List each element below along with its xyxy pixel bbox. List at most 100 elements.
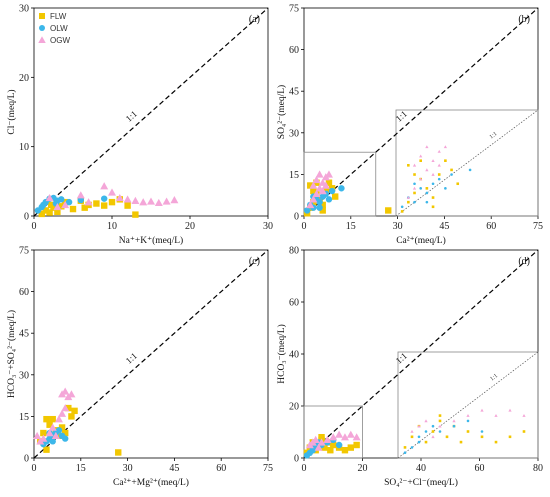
data-point-olw [58, 196, 65, 203]
inset-point-flw [466, 430, 470, 433]
data-point-flw [385, 207, 392, 214]
data-point-ogw [314, 443, 323, 451]
data-point-ogw [312, 175, 321, 184]
data-point-flw [46, 209, 53, 216]
inset-point-ogw [419, 177, 423, 181]
data-point-olw [101, 195, 108, 202]
x-tick-label: 80 [533, 463, 543, 474]
x-tick-label: 20 [185, 221, 195, 232]
panel-label: (a) [249, 14, 260, 25]
data-point-ogw [115, 193, 124, 202]
one-to-one-line [33, 249, 269, 459]
inset-point-olw [468, 168, 472, 172]
one-to-one-label: 1:1 [394, 351, 409, 366]
data-point-flw [47, 201, 55, 209]
inset-point-ogw [431, 159, 435, 162]
data-point-flw [54, 208, 61, 216]
data-point-ogw [108, 188, 116, 196]
data-point-flw [115, 449, 122, 456]
x-tick-label: 75 [533, 221, 543, 232]
panel-label: (d) [518, 256, 530, 267]
y-tick-label: 30 [19, 370, 29, 381]
x-axis-label: Na⁺+K⁺(meq/L) [119, 235, 183, 246]
data-point-flw [132, 211, 139, 218]
y-tick-label: 75 [19, 246, 29, 257]
inset-point-ogw [466, 413, 470, 417]
inset-point-ogw [406, 195, 410, 199]
data-point-ogw [76, 191, 85, 199]
zoom-region-box [303, 405, 363, 459]
plot-frame [33, 7, 269, 217]
y-tick-label: 30 [19, 4, 29, 15]
inset-point-flw [459, 440, 463, 444]
data-point-flw [71, 407, 78, 415]
inset-point-olw [438, 430, 442, 433]
inset-point-ogw [431, 435, 435, 439]
one-to-one-label: 1:1 [124, 109, 139, 124]
panel-b: 0 15 30 45 60 75 0 15 30 45 60 75 Ca²⁺(meq/L) SO₄²⁻(m… [276, 4, 543, 247]
data-point-ogw [61, 387, 70, 395]
data-point-ogw [346, 430, 355, 438]
inset-point-flw [413, 191, 416, 195]
data-point-ogw [123, 195, 132, 203]
one-to-one-line [303, 249, 539, 459]
data-point-ogw [335, 430, 344, 438]
y-tick-label: 60 [19, 287, 29, 298]
data-point-ogw [309, 181, 318, 189]
data-point-ogw [311, 435, 320, 443]
data-point-flw [108, 198, 116, 206]
inset-point-olw [424, 430, 428, 433]
inset-one-to-one-line [395, 109, 539, 217]
inset-point-olw [403, 451, 407, 455]
y-tick-label: 20 [19, 73, 29, 84]
inset-point-olw [410, 446, 414, 449]
y-tick-label: 15 [289, 170, 299, 181]
data-point-flw [318, 434, 325, 441]
data-point-olw [335, 441, 343, 449]
y-tick-label: 40 [289, 350, 299, 361]
data-point-ogw [45, 193, 54, 202]
inset-point-ogw [419, 154, 423, 158]
x-tick-label: 10 [107, 221, 117, 232]
inset-point-ogw [412, 186, 417, 190]
data-point-ogw [340, 433, 349, 441]
inset-point-ogw [425, 168, 429, 172]
data-point-ogw [51, 431, 60, 440]
x-tick-label: 45 [169, 463, 179, 474]
x-tick-label: 30 [393, 221, 403, 232]
y-tick-label: 0 [24, 212, 29, 223]
y-tick-label: 75 [289, 4, 299, 15]
data-point-flw [58, 203, 65, 210]
inset-point-flw [445, 435, 449, 439]
data-point-ogw [58, 409, 67, 417]
panel-c: 0 15 30 45 60 75 0 15 30 45 60 75 Ca²⁺+Mg²⁺(meq/L) HC… [6, 246, 273, 489]
data-point-olw [325, 196, 333, 203]
inset-point-flw [480, 435, 484, 439]
y-tick-label: 20 [289, 402, 299, 413]
y-tick-label: 60 [289, 45, 299, 56]
data-point-flw [353, 441, 360, 449]
x-tick-label: 15 [76, 463, 86, 474]
inset-one-to-one-label: 1:1 [489, 373, 499, 382]
data-point-ogw [33, 431, 42, 440]
data-point-ogw [324, 170, 333, 178]
inset-point-flw [424, 440, 428, 444]
data-point-flw [42, 207, 49, 214]
y-tick-label: 80 [289, 246, 299, 257]
data-point-flw [43, 415, 50, 423]
inset-point-ogw [522, 413, 526, 417]
x-tick-label: 60 [475, 463, 485, 474]
data-point-flw [341, 447, 349, 454]
y-axis-label: HCO₃⁻(meq/L) [276, 324, 287, 384]
data-point-olw [309, 447, 316, 454]
y-tick-label: 60 [289, 298, 299, 309]
data-point-flw [101, 202, 108, 209]
data-point-olw [65, 198, 73, 206]
data-point-flw [332, 193, 339, 200]
data-point-flw [68, 413, 75, 420]
y-tick-label: 0 [294, 454, 299, 465]
data-point-ogw [61, 404, 70, 412]
y-tick-label: 45 [289, 87, 299, 98]
data-point-flw [62, 429, 69, 437]
